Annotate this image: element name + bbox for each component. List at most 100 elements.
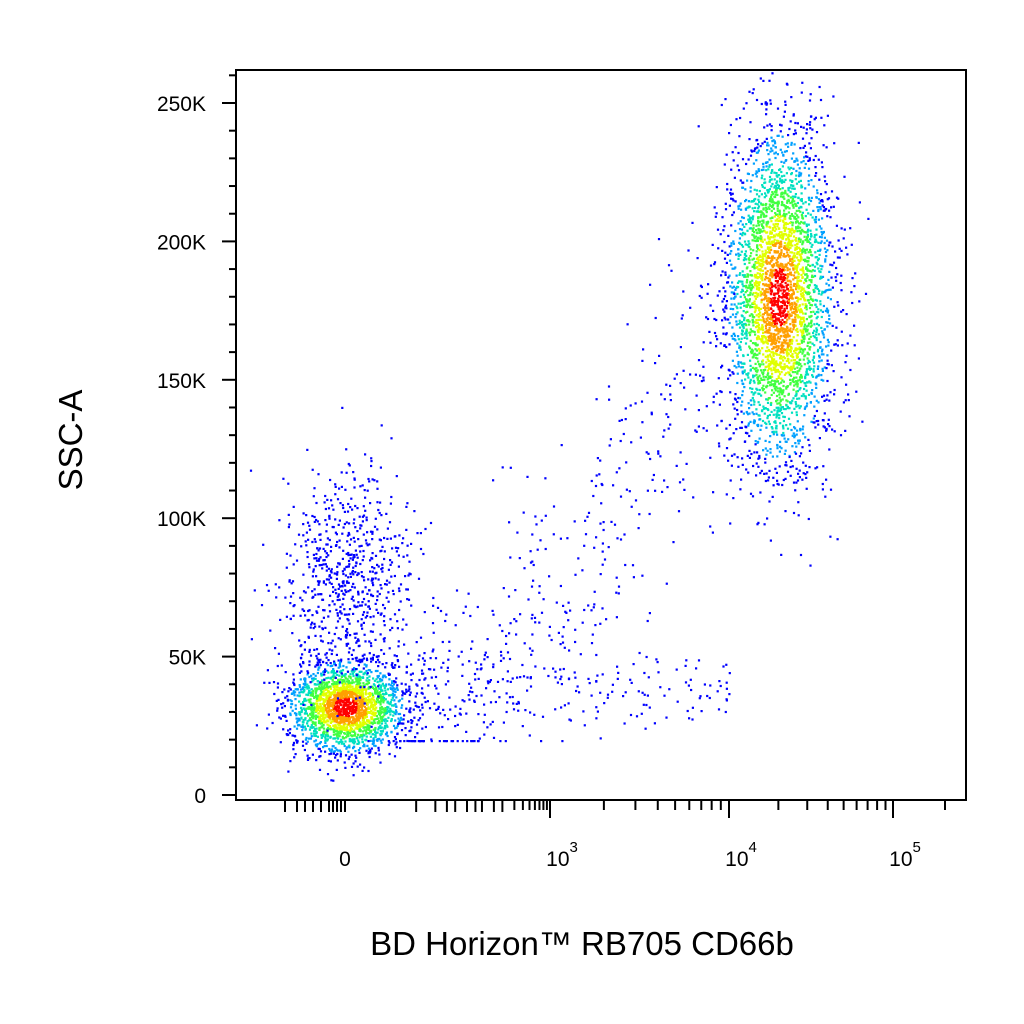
event-dot xyxy=(774,156,777,160)
event-dot xyxy=(374,688,378,691)
event-dot xyxy=(348,622,351,625)
event-dot xyxy=(783,395,786,398)
event-dot xyxy=(370,556,373,560)
event-dot xyxy=(788,168,791,171)
event-dot xyxy=(774,420,777,423)
event-dot xyxy=(287,526,290,529)
event-dot xyxy=(379,691,382,694)
event-dot xyxy=(782,327,785,330)
event-dot xyxy=(741,382,744,385)
event-dot xyxy=(791,305,794,308)
event-dot xyxy=(338,662,341,666)
event-dot xyxy=(721,364,724,367)
event-dot xyxy=(765,288,768,291)
event-dot xyxy=(285,733,288,736)
event-dot xyxy=(798,315,801,319)
event-dot xyxy=(384,718,387,721)
event-dot xyxy=(376,698,379,701)
event-dot xyxy=(778,272,781,275)
event-dot xyxy=(343,728,346,731)
event-dot xyxy=(839,410,842,413)
event-dot xyxy=(379,693,382,697)
event-dot xyxy=(819,275,822,278)
event-dot xyxy=(398,589,401,593)
event-dot xyxy=(804,327,807,330)
event-dot xyxy=(770,136,773,139)
event-dot xyxy=(337,696,340,699)
event-dot xyxy=(348,755,351,758)
event-dot xyxy=(387,743,390,747)
event-dot xyxy=(308,675,311,679)
event-dot xyxy=(381,682,384,685)
event-dot xyxy=(362,710,365,713)
event-dot xyxy=(739,253,742,256)
event-dot xyxy=(775,180,779,183)
event-dot xyxy=(739,232,742,235)
event-dot xyxy=(807,286,810,289)
event-dot xyxy=(765,453,768,456)
event-dot xyxy=(847,399,850,402)
event-dot xyxy=(357,645,360,648)
event-dot xyxy=(360,624,363,627)
event-dot xyxy=(361,769,364,772)
event-dot xyxy=(343,522,346,526)
event-dot xyxy=(776,380,779,383)
event-dot xyxy=(798,407,801,410)
event-dot xyxy=(384,685,387,688)
event-dot xyxy=(307,609,310,613)
event-dot xyxy=(804,187,807,190)
event-dot xyxy=(306,740,309,743)
event-dot xyxy=(795,445,798,448)
event-dot xyxy=(785,292,788,295)
event-dot xyxy=(808,159,811,162)
event-dot xyxy=(345,565,348,569)
event-dot xyxy=(362,514,366,517)
event-dot xyxy=(822,394,826,397)
event-dot xyxy=(357,590,360,593)
event-dot xyxy=(745,373,748,376)
event-dot xyxy=(333,603,336,606)
event-dot xyxy=(813,323,816,326)
event-dot xyxy=(336,749,339,752)
event-dot xyxy=(773,251,776,254)
event-dot xyxy=(776,153,779,156)
event-dot xyxy=(314,692,317,695)
event-dot xyxy=(362,717,366,720)
event-dot xyxy=(379,466,382,469)
event-dot xyxy=(762,363,765,366)
event-dot xyxy=(358,515,361,518)
event-dot xyxy=(723,163,726,166)
event-dot xyxy=(394,664,397,667)
event-dot xyxy=(795,392,798,395)
event-dot xyxy=(368,726,371,730)
event-dot xyxy=(337,701,340,704)
event-dot xyxy=(358,545,361,548)
event-dot xyxy=(768,180,771,183)
event-dot xyxy=(787,353,790,356)
event-dot xyxy=(741,158,745,161)
event-dot xyxy=(305,736,308,740)
event-dot xyxy=(313,588,316,591)
event-dot xyxy=(742,354,745,358)
event-dot xyxy=(774,303,777,306)
event-dot xyxy=(791,261,794,264)
event-dot xyxy=(377,578,380,581)
event-dot xyxy=(769,448,772,451)
event-dot xyxy=(775,191,778,194)
event-dot xyxy=(799,298,802,301)
event-dot xyxy=(792,167,795,170)
event-dot xyxy=(339,755,342,758)
event-dot xyxy=(305,514,308,517)
event-dot xyxy=(323,713,326,716)
event-dot xyxy=(410,663,413,666)
event-dot xyxy=(785,221,788,225)
event-dot xyxy=(407,720,410,723)
event-dot xyxy=(745,223,748,226)
event-dot xyxy=(357,717,360,720)
event-dot xyxy=(828,448,831,451)
event-dot xyxy=(759,220,762,223)
event-dot xyxy=(366,683,369,686)
event-dot xyxy=(314,729,317,733)
event-dot xyxy=(762,369,765,372)
event-dot xyxy=(310,735,313,738)
